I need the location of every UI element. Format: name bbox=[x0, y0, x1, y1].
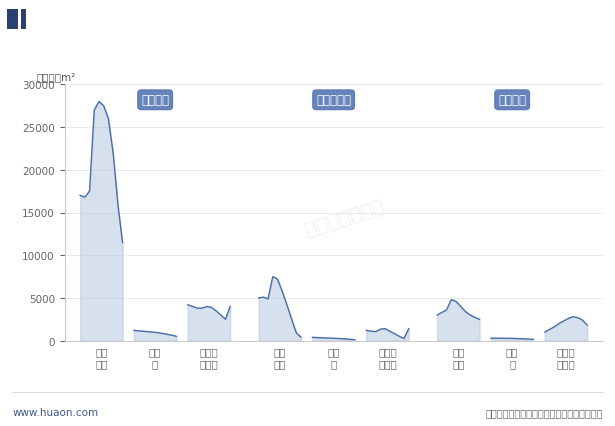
Text: 数据来源：国家统计局；华经产业研究院整理: 数据来源：国家统计局；华经产业研究院整理 bbox=[485, 407, 603, 417]
Text: 专业严谨 · 客观科学: 专业严谨 · 客观科学 bbox=[539, 15, 603, 25]
Text: 单位：万m²: 单位：万m² bbox=[37, 72, 76, 82]
Text: 华经产业研究院: 华经产业研究院 bbox=[303, 196, 386, 240]
Bar bbox=[21, 10, 26, 30]
Text: 新开工面积: 新开工面积 bbox=[316, 94, 351, 107]
Text: www.huaon.com: www.huaon.com bbox=[12, 407, 98, 417]
Text: 2016-2024年1-10月重庆市房地产施工面积情况: 2016-2024年1-10月重庆市房地产施工面积情况 bbox=[161, 51, 454, 69]
Bar bbox=[7, 10, 18, 30]
Text: 华经情报网: 华经情报网 bbox=[34, 14, 71, 27]
Text: 竣工面积: 竣工面积 bbox=[498, 94, 526, 107]
Text: 施工面积: 施工面积 bbox=[141, 94, 169, 107]
